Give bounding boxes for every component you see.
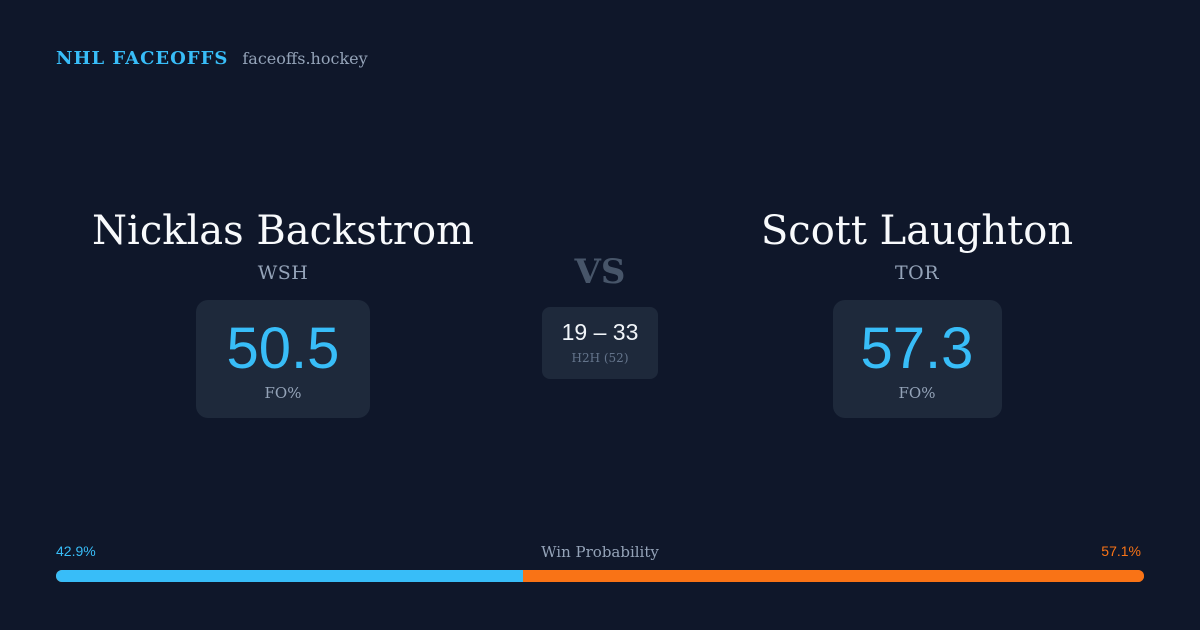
win-probability-left-value: 42.9% — [56, 543, 96, 559]
brand-name: NHL FACEOFFS — [56, 48, 229, 69]
player-right-team: TOR — [894, 262, 940, 284]
win-probability-bar — [56, 570, 1144, 582]
head-to-head-card: 19 – 33 H2H (52) — [542, 307, 658, 379]
win-probability-title: Win Probability — [541, 543, 659, 561]
brand-header: NHL FACEOFFS faceoffs.hockey — [56, 48, 368, 69]
player-left-name: Nicklas Backstrom — [92, 208, 474, 254]
player-right-panel: Scott Laughton TOR 57.3 FO% — [657, 204, 1177, 418]
win-probability-bar-right — [522, 570, 1144, 582]
player-left-fo-value: 50.5 — [226, 316, 340, 381]
win-probability-right-value: 57.1% — [1101, 543, 1141, 559]
head-to-head-score: 19 – 33 — [561, 319, 639, 345]
player-right-name: Scott Laughton — [760, 208, 1074, 254]
brand-url: faceoffs.hockey — [242, 49, 368, 68]
head-to-head-label: H2H (52) — [571, 351, 629, 365]
player-right-fo-label: FO% — [898, 384, 936, 402]
versus-label: VS — [574, 252, 626, 292]
player-left-fo-card: 50.5 FO% — [196, 300, 370, 418]
player-right-fo-card: 57.3 FO% — [832, 300, 1002, 418]
win-probability-bar-left — [56, 570, 523, 582]
player-left-fo-label: FO% — [264, 384, 302, 402]
player-left-team: WSH — [257, 262, 309, 284]
win-probability-labels: 42.9% Win Probability 57.1% — [56, 543, 1144, 563]
player-left-panel: Nicklas Backstrom WSH 50.5 FO% — [23, 204, 543, 418]
player-right-fo-value: 57.3 — [860, 316, 974, 381]
